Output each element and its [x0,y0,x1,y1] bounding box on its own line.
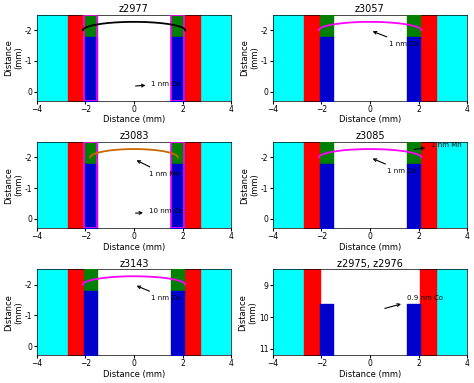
X-axis label: Distance (mm): Distance (mm) [103,115,165,124]
Title: z3085: z3085 [355,131,385,141]
Title: z3083: z3083 [119,131,149,141]
Y-axis label: Distance
(mm): Distance (mm) [4,167,24,203]
Bar [320,269,420,355]
Y-axis label: Distance
(mm): Distance (mm) [4,39,24,76]
Text: 1 nm Co: 1 nm Co [374,159,416,174]
Text: 1 nm Co: 1 nm Co [136,81,180,87]
Title: z2977: z2977 [119,4,149,14]
X-axis label: Distance (mm): Distance (mm) [339,115,401,124]
Y-axis label: Distance
(mm): Distance (mm) [238,294,257,331]
Bar [320,142,420,228]
Title: z3057: z3057 [355,4,385,14]
Bar [84,269,184,355]
Title: z3143: z3143 [119,259,149,268]
Text: 0.9 nm Co: 0.9 nm Co [385,295,443,308]
X-axis label: Distance (mm): Distance (mm) [339,370,401,379]
X-axis label: Distance (mm): Distance (mm) [103,370,165,379]
Text: 1 nm Mn: 1 nm Mn [137,161,179,177]
Y-axis label: Distance
(mm): Distance (mm) [240,39,260,76]
X-axis label: Distance (mm): Distance (mm) [339,242,401,252]
Text: 1 nm Co: 1 nm Co [374,31,419,47]
Bar [171,142,184,228]
Title: z2975, z2976: z2975, z2976 [337,259,403,268]
Bar [84,15,184,101]
Text: 1 nm Co: 1 nm Co [138,286,180,301]
Bar [84,15,98,101]
Text: 1 nm Mn: 1 nm Mn [414,142,462,150]
Text: 10 nm Co: 10 nm Co [136,208,182,214]
Y-axis label: Distance
(mm): Distance (mm) [240,167,260,203]
Bar [84,142,184,228]
X-axis label: Distance (mm): Distance (mm) [103,242,165,252]
Bar [171,15,184,101]
Bar [84,142,98,228]
Bar [320,15,420,101]
Y-axis label: Distance
(mm): Distance (mm) [4,294,24,331]
